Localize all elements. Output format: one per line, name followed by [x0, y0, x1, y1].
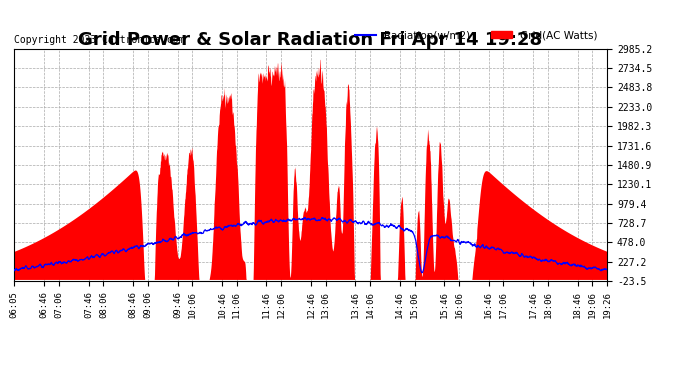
- Legend: Radiation(w/m2), Grid(AC Watts): Radiation(w/m2), Grid(AC Watts): [351, 26, 602, 44]
- Text: Copyright 2023 Cartronics.com: Copyright 2023 Cartronics.com: [14, 35, 184, 45]
- Title: Grid Power & Solar Radiation Fri Apr 14 19:28: Grid Power & Solar Radiation Fri Apr 14 …: [79, 31, 542, 49]
